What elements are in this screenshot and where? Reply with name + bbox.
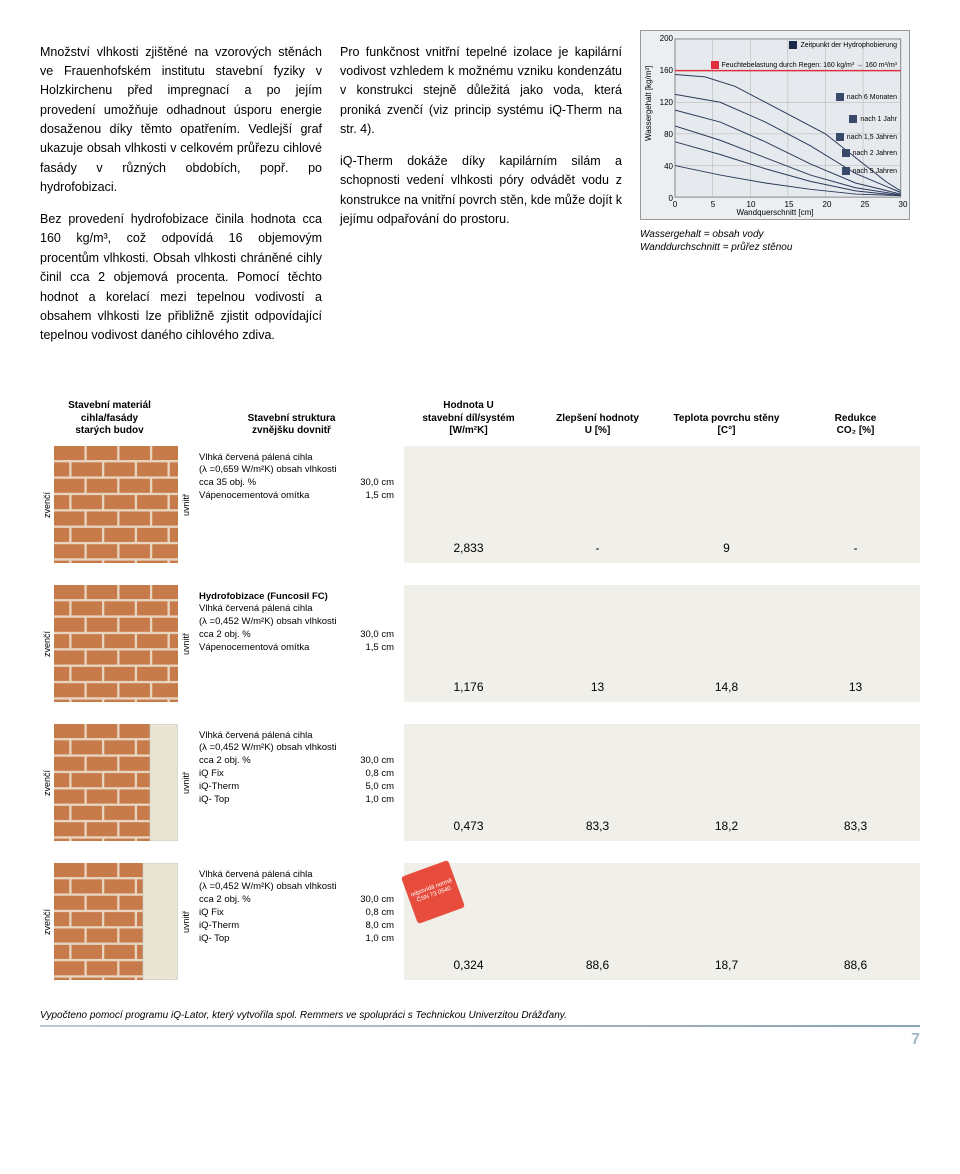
page-divider <box>40 1025 920 1027</box>
para-1b: Bez provedení hydrofobizace činila hodno… <box>40 210 322 346</box>
temperature-cell: 9 <box>662 446 791 563</box>
label-outside: zvenčí <box>40 863 54 980</box>
label-inside: uvnitř <box>179 869 193 974</box>
header-structure: Stavební strukturazvnějšku dovnitř <box>179 411 404 440</box>
u-value-cell: 2,833 <box>404 446 533 563</box>
improvement-cell: 88,6 <box>533 863 662 980</box>
top-columns: Množství vlhkosti zjištěné na vzorových … <box>40 30 920 358</box>
header-reduction: RedukceCO₂ [%] <box>791 411 920 440</box>
label-inside: uvnitř <box>179 452 193 557</box>
table-row: zvenčí uvnitř Hydrofobizace (Funcosil FC… <box>40 585 920 702</box>
u-value-cell: 1,176 <box>404 585 533 702</box>
structure-cell: uvnitř Vlhká červená pálená cihla(λ =0,6… <box>179 446 404 563</box>
header-material: Stavební materiálcihla/fasádystarých bud… <box>40 398 179 440</box>
moisture-chart: 04080120160200051015202530Wassergehalt [… <box>640 30 910 220</box>
table-header-row: Stavební materiálcihla/fasádystarých bud… <box>40 398 920 440</box>
temperature-cell: 14,8 <box>662 585 791 702</box>
improvement-cell: - <box>533 446 662 563</box>
label-outside: zvenčí <box>40 585 54 702</box>
para-2a: Pro funkčnost vnitřní tepelné izolace je… <box>340 43 622 140</box>
para-1a: Množství vlhkosti zjištěné na vzorových … <box>40 43 322 198</box>
label-inside: uvnitř <box>179 730 193 835</box>
comparison-table: Stavební materiálcihla/fasádystarých bud… <box>40 398 920 979</box>
table-row: zvenčí uvnitř Vlhká červená pálená cihla… <box>40 863 920 980</box>
reduction-cell: 13 <box>791 585 920 702</box>
structure-cell: uvnitř Vlhká červená pálená cihla(λ =0,4… <box>179 724 404 841</box>
structure-cell: uvnitř Hydrofobizace (Funcosil FC)Vlhká … <box>179 585 404 702</box>
page-number: 7 <box>40 1031 920 1049</box>
reduction-cell: 83,3 <box>791 724 920 841</box>
u-value-cell: odpovídá normě ČSN 73 05400,324 <box>404 863 533 980</box>
wall-diagram: zvenčí <box>40 446 179 563</box>
wall-diagram: zvenčí <box>40 585 179 702</box>
wall-diagram: zvenčí <box>40 724 179 841</box>
caption-line-1: Wassergehalt = obsah vody <box>640 229 764 240</box>
reduction-cell: 88,6 <box>791 863 920 980</box>
label-outside: zvenčí <box>40 446 54 563</box>
text-column-2: Pro funkčnost vnitřní tepelné izolace je… <box>340 30 622 358</box>
header-improvement: Zlepšení hodnotyU [%] <box>533 411 662 440</box>
u-value-cell: 0,473 <box>404 724 533 841</box>
temperature-cell: 18,7 <box>662 863 791 980</box>
footer-note: Vypočteno pomocí programu iQ-Lator, kter… <box>40 1010 920 1021</box>
wall-diagram: zvenčí <box>40 863 179 980</box>
temperature-cell: 18,2 <box>662 724 791 841</box>
para-2b: iQ-Therm dokáže díky kapilárním silám a … <box>340 152 622 230</box>
improvement-cell: 83,3 <box>533 724 662 841</box>
chart-column: 04080120160200051015202530Wassergehalt [… <box>640 30 920 358</box>
label-outside: zvenčí <box>40 724 54 841</box>
header-temperature: Teplota povrchu stěny[C°] <box>662 411 791 440</box>
caption-line-2: Wanddurchschnitt = průřez stěnou <box>640 242 792 253</box>
text-column-1: Množství vlhkosti zjištěné na vzorových … <box>40 30 322 358</box>
chart-caption: Wassergehalt = obsah vody Wanddurchschni… <box>640 228 920 254</box>
table-row: zvenčí uvnitř Vlhká červená pálená cihla… <box>40 446 920 563</box>
table-row: zvenčí uvnitř Vlhká červená pálená cihla… <box>40 724 920 841</box>
structure-cell: uvnitř Vlhká červená pálená cihla(λ =0,4… <box>179 863 404 980</box>
reduction-cell: - <box>791 446 920 563</box>
improvement-cell: 13 <box>533 585 662 702</box>
label-inside: uvnitř <box>179 591 193 696</box>
header-u-value: Hodnota Ustavební díl/systém[W/m²K] <box>404 398 533 440</box>
